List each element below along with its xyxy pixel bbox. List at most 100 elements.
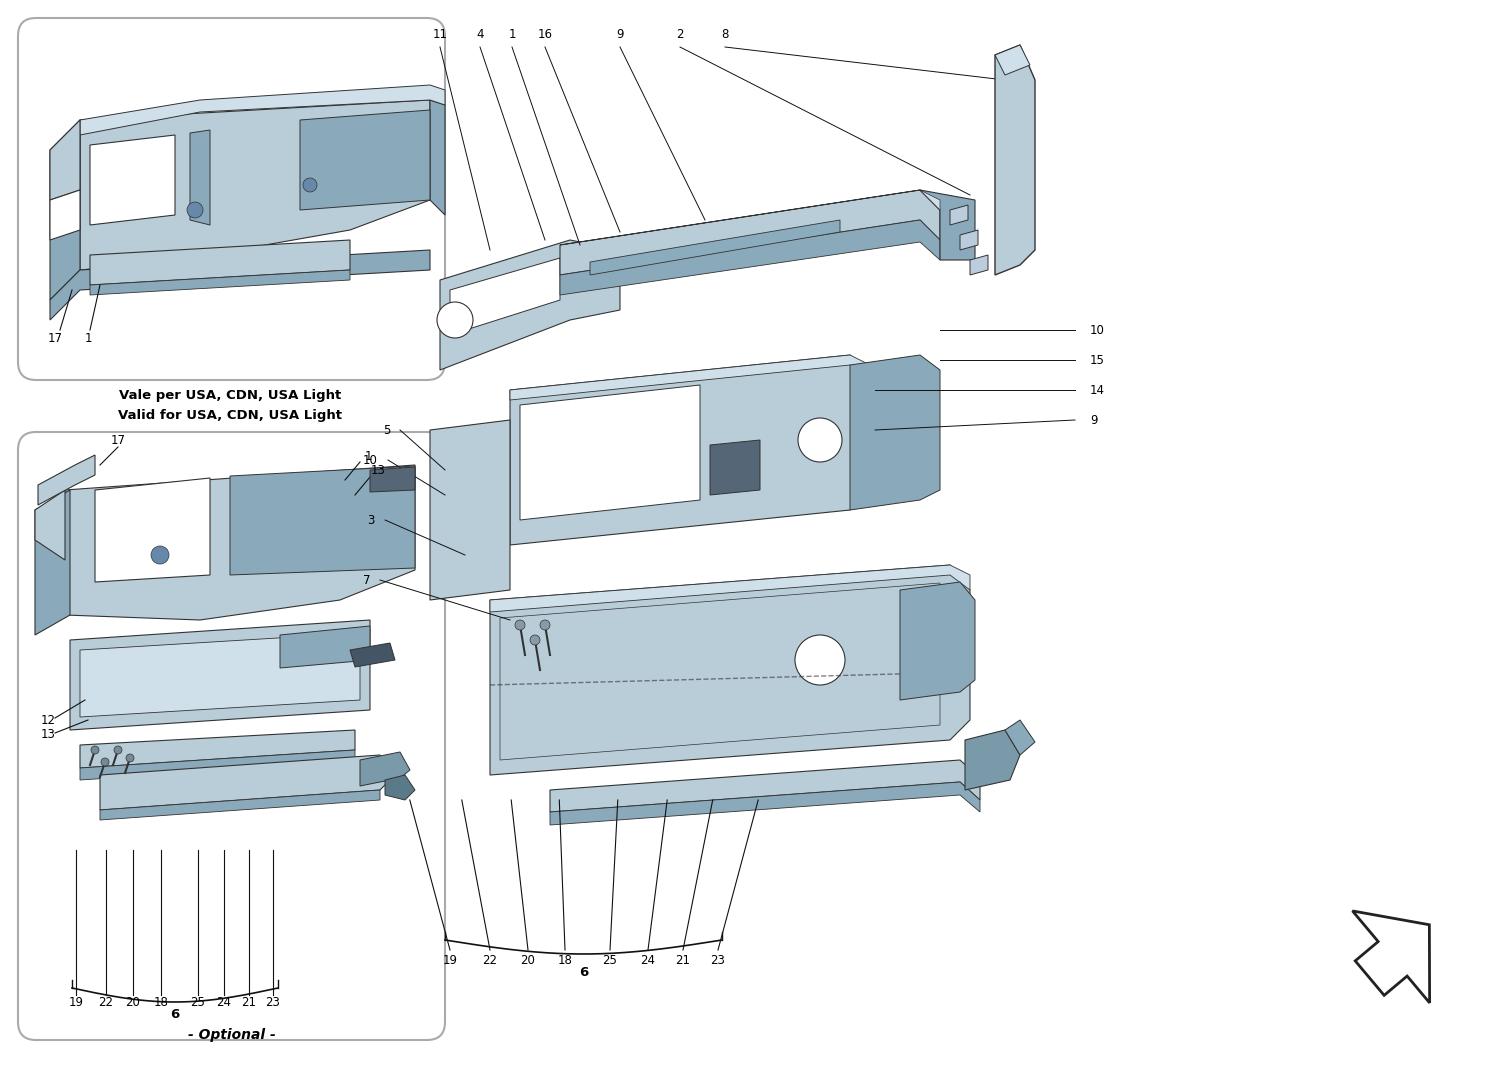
Circle shape (514, 620, 525, 631)
Text: 20: 20 (520, 954, 536, 967)
Polygon shape (50, 120, 80, 200)
Text: - Optional -: - Optional - (188, 1028, 276, 1042)
Circle shape (436, 302, 472, 338)
Text: 21: 21 (242, 996, 256, 1010)
Polygon shape (190, 130, 210, 225)
Polygon shape (370, 467, 416, 492)
Text: 3: 3 (368, 514, 375, 526)
Text: 13: 13 (40, 729, 56, 742)
Polygon shape (300, 110, 430, 210)
Polygon shape (994, 45, 1030, 75)
Polygon shape (100, 755, 390, 810)
Text: 22: 22 (483, 954, 498, 967)
Polygon shape (50, 189, 80, 240)
Polygon shape (450, 258, 560, 335)
Polygon shape (520, 386, 701, 521)
Text: 10: 10 (1090, 323, 1106, 337)
Text: 8: 8 (722, 28, 729, 41)
Polygon shape (80, 730, 356, 768)
Text: Vale per USA, CDN, USA Light: Vale per USA, CDN, USA Light (118, 389, 340, 402)
Text: 5: 5 (382, 424, 390, 437)
Polygon shape (1005, 720, 1035, 755)
Text: 25: 25 (603, 954, 618, 967)
Polygon shape (510, 355, 870, 400)
Polygon shape (960, 230, 978, 250)
Text: 10: 10 (363, 453, 378, 466)
Text: 24: 24 (640, 954, 656, 967)
Text: 6: 6 (171, 1008, 180, 1021)
Circle shape (188, 201, 202, 218)
Text: 14: 14 (1090, 383, 1106, 396)
Polygon shape (100, 790, 380, 820)
Polygon shape (900, 582, 975, 700)
Polygon shape (50, 120, 80, 299)
Text: 18: 18 (558, 954, 573, 967)
Text: 11: 11 (432, 28, 447, 41)
Polygon shape (386, 775, 416, 800)
Text: 21: 21 (675, 954, 690, 967)
Polygon shape (280, 626, 370, 668)
Text: 15: 15 (1090, 354, 1106, 367)
Polygon shape (80, 85, 446, 135)
Polygon shape (34, 490, 64, 560)
FancyBboxPatch shape (18, 19, 445, 380)
Text: 18: 18 (153, 996, 168, 1010)
Polygon shape (920, 189, 975, 260)
Polygon shape (590, 220, 840, 276)
Polygon shape (90, 240, 350, 285)
Polygon shape (430, 100, 445, 215)
Polygon shape (950, 205, 968, 225)
Circle shape (114, 746, 122, 754)
Polygon shape (230, 466, 416, 575)
Polygon shape (560, 189, 940, 245)
Polygon shape (64, 465, 416, 620)
Polygon shape (360, 752, 410, 786)
Text: 17: 17 (111, 433, 126, 446)
Circle shape (795, 635, 844, 685)
Text: 2: 2 (676, 28, 684, 41)
Circle shape (540, 620, 550, 631)
Polygon shape (440, 240, 620, 370)
Text: 9: 9 (616, 28, 624, 41)
Text: 19: 19 (442, 954, 458, 967)
Polygon shape (500, 583, 940, 760)
Polygon shape (34, 490, 70, 635)
Text: 23: 23 (711, 954, 726, 967)
Polygon shape (94, 478, 210, 582)
Polygon shape (710, 440, 760, 495)
Circle shape (303, 178, 316, 192)
Text: 16: 16 (537, 28, 552, 41)
Polygon shape (50, 250, 430, 320)
Polygon shape (80, 750, 356, 780)
Polygon shape (970, 255, 988, 276)
Polygon shape (560, 189, 940, 276)
Polygon shape (550, 782, 980, 825)
Polygon shape (1353, 910, 1430, 1003)
Polygon shape (70, 620, 370, 730)
Polygon shape (560, 220, 940, 295)
Circle shape (92, 746, 99, 754)
Text: 1: 1 (364, 450, 372, 463)
Polygon shape (964, 730, 1020, 790)
Text: 1: 1 (509, 28, 516, 41)
Text: 24: 24 (216, 996, 231, 1010)
Polygon shape (80, 633, 360, 717)
Text: 23: 23 (266, 996, 280, 1010)
Text: 6: 6 (579, 966, 588, 979)
Text: 25: 25 (190, 996, 206, 1010)
FancyBboxPatch shape (18, 432, 445, 1040)
Text: 13: 13 (370, 465, 386, 477)
Polygon shape (430, 420, 510, 600)
Polygon shape (80, 100, 430, 270)
Circle shape (100, 758, 109, 766)
Circle shape (530, 635, 540, 645)
Polygon shape (490, 565, 970, 612)
Polygon shape (490, 565, 970, 775)
Polygon shape (90, 270, 350, 295)
Text: 22: 22 (99, 996, 114, 1010)
Polygon shape (350, 643, 394, 666)
Circle shape (152, 546, 170, 564)
Text: 20: 20 (126, 996, 141, 1010)
Text: 19: 19 (69, 996, 84, 1010)
Polygon shape (850, 355, 940, 510)
